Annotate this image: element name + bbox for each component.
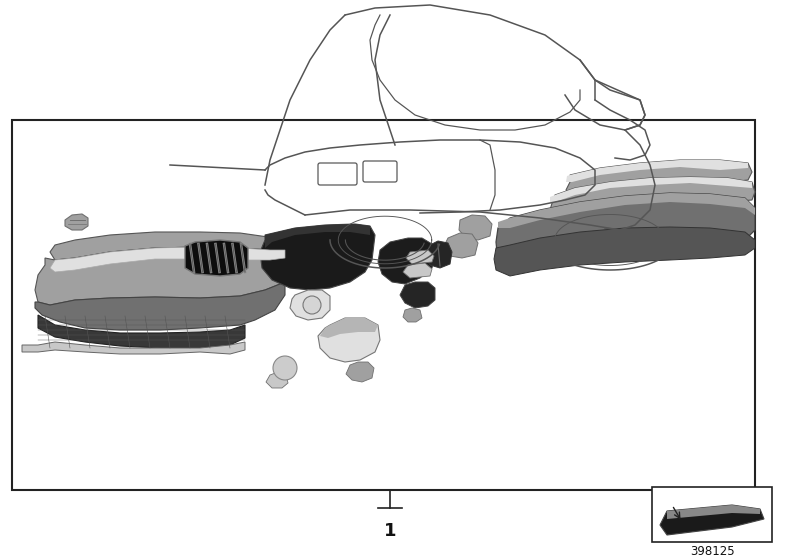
Polygon shape [498, 193, 755, 228]
Polygon shape [406, 250, 434, 264]
Circle shape [273, 356, 297, 380]
Polygon shape [378, 238, 435, 284]
Polygon shape [566, 160, 752, 198]
Polygon shape [290, 290, 330, 320]
Polygon shape [660, 505, 764, 535]
Polygon shape [667, 505, 760, 519]
Bar [652, 487, 772, 542]
Polygon shape [266, 372, 288, 388]
Polygon shape [35, 247, 295, 305]
Polygon shape [346, 362, 374, 382]
Polygon shape [494, 227, 755, 276]
Polygon shape [38, 315, 245, 348]
Polygon shape [260, 224, 375, 290]
Polygon shape [265, 224, 370, 248]
Polygon shape [550, 177, 752, 202]
Text: 398125: 398125 [690, 545, 734, 558]
Polygon shape [320, 318, 378, 338]
Text: 1: 1 [384, 522, 396, 540]
Circle shape [303, 296, 321, 314]
Polygon shape [22, 342, 245, 354]
Polygon shape [50, 232, 290, 260]
Polygon shape [65, 214, 88, 230]
Polygon shape [185, 240, 248, 276]
Polygon shape [400, 282, 435, 308]
Polygon shape [550, 177, 755, 218]
Polygon shape [50, 247, 285, 272]
Polygon shape [403, 308, 422, 322]
Polygon shape [425, 241, 452, 268]
Polygon shape [35, 282, 285, 330]
Polygon shape [403, 263, 432, 278]
Bar [12, 120, 755, 490]
Polygon shape [459, 215, 492, 240]
Polygon shape [566, 160, 748, 182]
Polygon shape [318, 318, 380, 362]
Polygon shape [496, 193, 755, 268]
Polygon shape [443, 233, 478, 258]
